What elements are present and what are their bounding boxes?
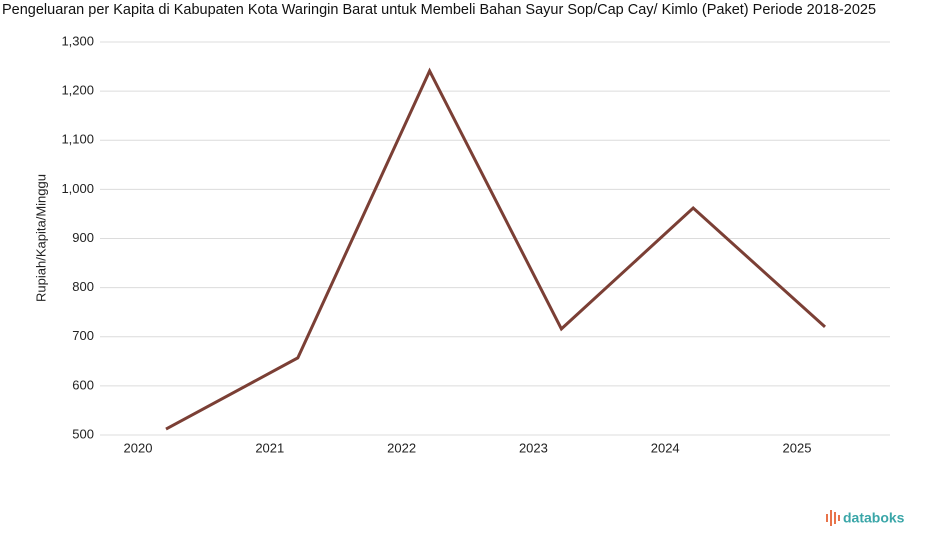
y-tick-label: 1,200: [61, 83, 94, 98]
y-tick-label: 700: [72, 328, 94, 343]
x-tick-label: 2023: [519, 440, 548, 455]
x-tick-label: 2025: [783, 440, 812, 455]
x-tick-label: 2024: [651, 440, 680, 455]
chart-title: Pengeluaran per Kapita di Kabupaten Kota…: [2, 2, 876, 18]
y-tick-label: 800: [72, 279, 94, 294]
y-axis-label: Rupiah/Kapita/Minggu: [33, 174, 48, 302]
brand: databoks: [843, 510, 905, 526]
y-tick-label: 900: [72, 230, 94, 245]
x-tick-label: 2021: [255, 440, 284, 455]
y-tick-label: 1,300: [61, 33, 94, 48]
line-series: [165, 67, 827, 431]
y-tick-label: 1,100: [61, 132, 94, 147]
y-tick-label: 500: [72, 426, 94, 441]
y-tick-label: 1,000: [61, 181, 94, 196]
x-tick-label: 2020: [124, 440, 153, 455]
x-tick-label: 2022: [387, 440, 416, 455]
logo: databoks: [826, 510, 905, 526]
y-tick-label: 600: [72, 377, 94, 392]
